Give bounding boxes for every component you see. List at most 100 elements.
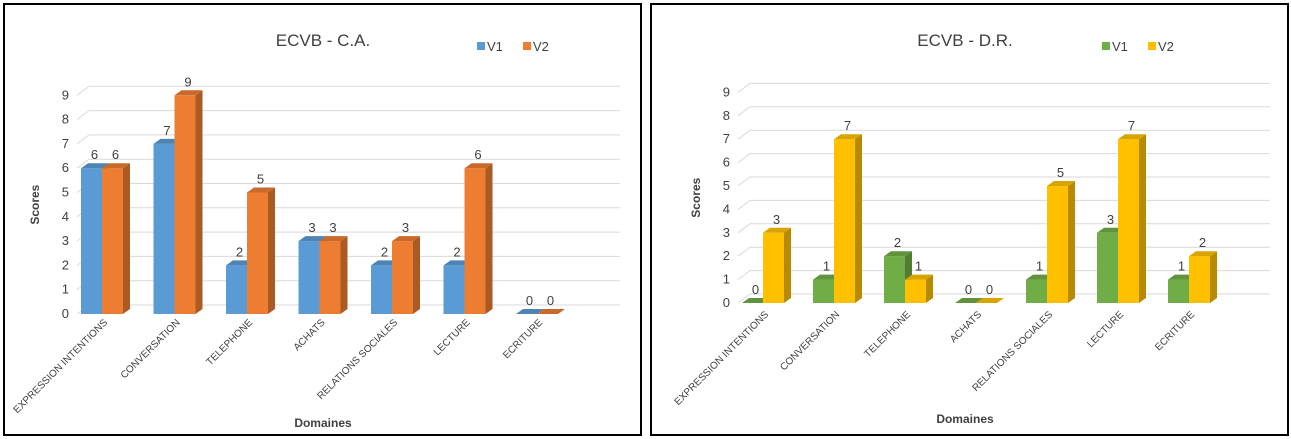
chart2-bar-v2 [763, 227, 791, 303]
chart2-gridline [737, 293, 1270, 304]
chart1-data-label: 0 [547, 293, 554, 308]
chart1-y-tick-label: 9 [62, 87, 69, 102]
chart1-bar-v2 [464, 163, 493, 314]
chart2-category-label: RELATIONS SOCIALES [970, 309, 1055, 394]
chart2-category-label: ECRITURE [1153, 309, 1197, 353]
chart1-bar-v2 [537, 309, 565, 314]
chart1-data-label: 5 [257, 172, 264, 187]
chart1-data-label: 3 [308, 220, 315, 235]
chart1-title: ECVB - C.A. [276, 31, 370, 50]
chart1-bar-v2 [247, 187, 275, 314]
chart2-y-tick-label: 7 [723, 131, 730, 146]
chart1-legend-label-v2: V2 [533, 39, 549, 54]
chart1-y-tick-label: 7 [62, 136, 69, 151]
chart2-gridline [737, 246, 1270, 257]
chart2-category-label: EXPRESSION INTENTIONS [673, 309, 772, 408]
chart2-gridline [737, 82, 1270, 93]
chart2-x-axis-label: Domaines [936, 412, 994, 426]
chart1-bar-v2 [102, 163, 130, 314]
chart2-bar-v2 [1189, 251, 1217, 303]
chart2-bar-v2 [905, 274, 933, 303]
chart1-legend-swatch-v1 [477, 42, 485, 50]
chart1-legend-label-v1: V1 [487, 39, 503, 54]
chart2-y-tick-label: 1 [723, 272, 730, 287]
chart2-bar-v2 [834, 134, 862, 303]
chart1-y-tick-label: 1 [62, 282, 69, 297]
chart1-data-label: 7 [163, 123, 170, 138]
chart2-gridline [737, 176, 1270, 187]
chart1-gridline [76, 134, 620, 145]
chart1-bar-v2 [319, 236, 348, 314]
chart1-gridline [76, 85, 620, 96]
chart2-gridline [737, 199, 1270, 210]
chart2-y-axis-label: Scores [689, 177, 703, 217]
chart2-legend-label-v2: V2 [1158, 39, 1174, 54]
chart1-y-tick-label: 8 [62, 112, 69, 127]
chart-panel-dr: 0 1 2 3 4 5 6 7 8 9 ECVB - D.R. V1 V2 Scores Domaines 0… [650, 3, 1289, 436]
chart2-data-label: 1 [1036, 259, 1043, 274]
chart1-bar-v2 [174, 90, 203, 314]
chart1-y-tick-label: 5 [62, 185, 69, 200]
chart2-data-label: 5 [1057, 165, 1064, 180]
chart2-data-label: 0 [752, 282, 759, 297]
chart2-bar-v2 [1118, 134, 1146, 303]
chart1-bar-v1 [516, 309, 544, 314]
chart2-gridline [737, 153, 1270, 163]
chart1-data-label: 9 [184, 74, 191, 89]
chart-panel-ca: 0 1 2 3 4 5 6 7 8 9 ECVB - C.A. V1 V2 Scores Domaines 6… [3, 3, 642, 436]
chart2-data-label: 1 [915, 259, 922, 274]
chart2-bar-v2 [1047, 181, 1075, 303]
chart2-y-tick-label: 4 [723, 201, 730, 216]
chart2-y-tick-label: 3 [723, 225, 730, 240]
chart2-y-tick-label: 8 [723, 108, 730, 123]
chart1-category-label: TELEPHONE [205, 317, 256, 368]
chart2-data-label: 3 [773, 212, 780, 227]
chart2-data-label: 2 [894, 235, 901, 250]
chart1-category-label: EXPRESSION INTENTIONS [12, 317, 111, 416]
chart2-y-tick-label: 9 [723, 84, 730, 99]
chart2-bar-v2 [976, 298, 1004, 303]
chart1-y-axis-label: Scores [28, 184, 42, 224]
chart2-data-label: 7 [1128, 118, 1135, 133]
chart1-category-label: ACHATS [292, 317, 328, 353]
chart2-legend-label-v1: V1 [1112, 39, 1128, 54]
chart2-legend-swatch-v2 [1148, 42, 1156, 50]
chart2-category-label: ACHATS [948, 309, 984, 345]
chart2-gridline [737, 129, 1270, 140]
chart1-data-label: 2 [236, 244, 243, 259]
chart1-y-tick-label: 0 [62, 306, 69, 321]
chart2-bar-v1 [955, 298, 983, 303]
chart2-data-label: 2 [1199, 235, 1206, 250]
chart2-title: ECVB - D.R. [917, 31, 1012, 50]
chart1-bar-v2 [392, 236, 420, 314]
chart1-x-axis-label: Domaines [294, 416, 352, 430]
chart1-data-label: 2 [381, 244, 388, 259]
chart2-data-label: 1 [1178, 259, 1185, 274]
chart2-y-tick-label: 6 [723, 155, 730, 170]
chart1-data-label: 6 [91, 147, 98, 162]
chart2-category-label: TELEPHONE [863, 309, 914, 360]
chart2-gridline [737, 223, 1270, 234]
chart1-y-tick-label: 2 [62, 257, 69, 272]
chart2-data-label: 0 [965, 282, 972, 297]
chart1-category-label: CONVERSATION [119, 317, 183, 381]
chart2-data-label: 3 [1107, 212, 1114, 227]
chart2-data-label: 0 [986, 282, 993, 297]
chart1-data-label: 3 [402, 220, 409, 235]
chart2-gridline [737, 270, 1270, 280]
chart2-legend-swatch-v1 [1102, 42, 1110, 50]
chart1-y-tick-label: 3 [62, 233, 69, 248]
chart1-data-label: 6 [112, 147, 119, 162]
chart1-y-tick-label: 4 [62, 209, 69, 224]
chart1-category-label: RELATIONS SOCIALES [315, 317, 400, 402]
chart2-category-label: CONVERSATION [778, 309, 842, 373]
chart2-gridline [737, 106, 1270, 117]
chart1-gridline [76, 110, 620, 120]
chart2-y-tick-label: 2 [723, 248, 730, 263]
chart1-data-label: 0 [526, 293, 533, 308]
chart1-data-label: 6 [474, 147, 481, 162]
chart2-data-label: 7 [844, 118, 851, 133]
chart2-y-tick-label: 5 [723, 178, 730, 193]
